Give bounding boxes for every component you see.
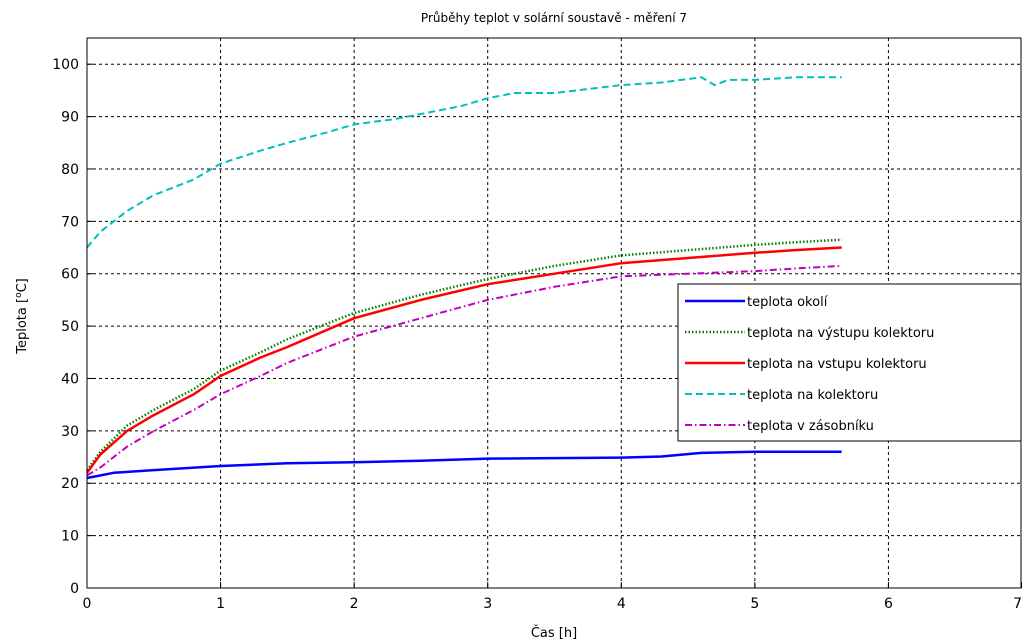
y-tick-label: 50 <box>61 319 79 335</box>
grid <box>87 38 1022 588</box>
x-tick-label: 2 <box>350 596 359 612</box>
y-tick-label: 0 <box>70 581 79 597</box>
x-tick-label: 7 <box>1013 596 1022 612</box>
y-tick-label: 80 <box>61 162 79 178</box>
y-tick-label: 20 <box>61 476 79 492</box>
legend-label-1: teplota okolí <box>747 295 828 310</box>
y-tick-label: 10 <box>61 529 79 545</box>
x-tick-label: 1 <box>216 596 225 612</box>
series-line-3 <box>85 246 842 474</box>
series-line-4 <box>86 76 842 249</box>
y-tick-label: 40 <box>61 371 79 387</box>
legend-label-2: teplota na výstupu kolektoru <box>747 326 934 341</box>
y-axis-label-suffix: C] <box>15 278 30 292</box>
x-tick-label: 3 <box>483 596 492 612</box>
legend: teplota okolí teplota na výstupu kolektor… <box>677 283 1022 442</box>
y-axis-label: Teplota [oC] <box>14 278 30 355</box>
y-axis-label-sup: o <box>14 292 24 298</box>
x-axis-label: Čas [h] <box>531 625 577 641</box>
series-line-2 <box>85 238 842 471</box>
y-axis-label-prefix: Teplota [ <box>15 298 30 355</box>
chart-title: Průběhy teplot v solární soustavě - měře… <box>421 11 687 25</box>
legend-label-3: teplota na vstupu kolektoru <box>747 357 927 372</box>
x-tick-label: 6 <box>884 596 893 612</box>
series-line-1 <box>86 450 842 480</box>
x-tick-label: 5 <box>750 596 759 612</box>
series-group <box>85 76 842 480</box>
legend-label-4: teplota na kolektoru <box>747 388 878 403</box>
x-tick-label: 0 <box>83 596 92 612</box>
y-tick-label: 30 <box>61 424 79 440</box>
y-tick-label: 60 <box>61 267 79 283</box>
x-tick-label: 4 <box>617 596 626 612</box>
y-tick-label: 90 <box>61 110 79 126</box>
y-tick-label: 70 <box>61 214 79 230</box>
y-tick-label: 100 <box>52 57 79 73</box>
legend-label-5: teplota v zásobníku <box>747 419 874 434</box>
